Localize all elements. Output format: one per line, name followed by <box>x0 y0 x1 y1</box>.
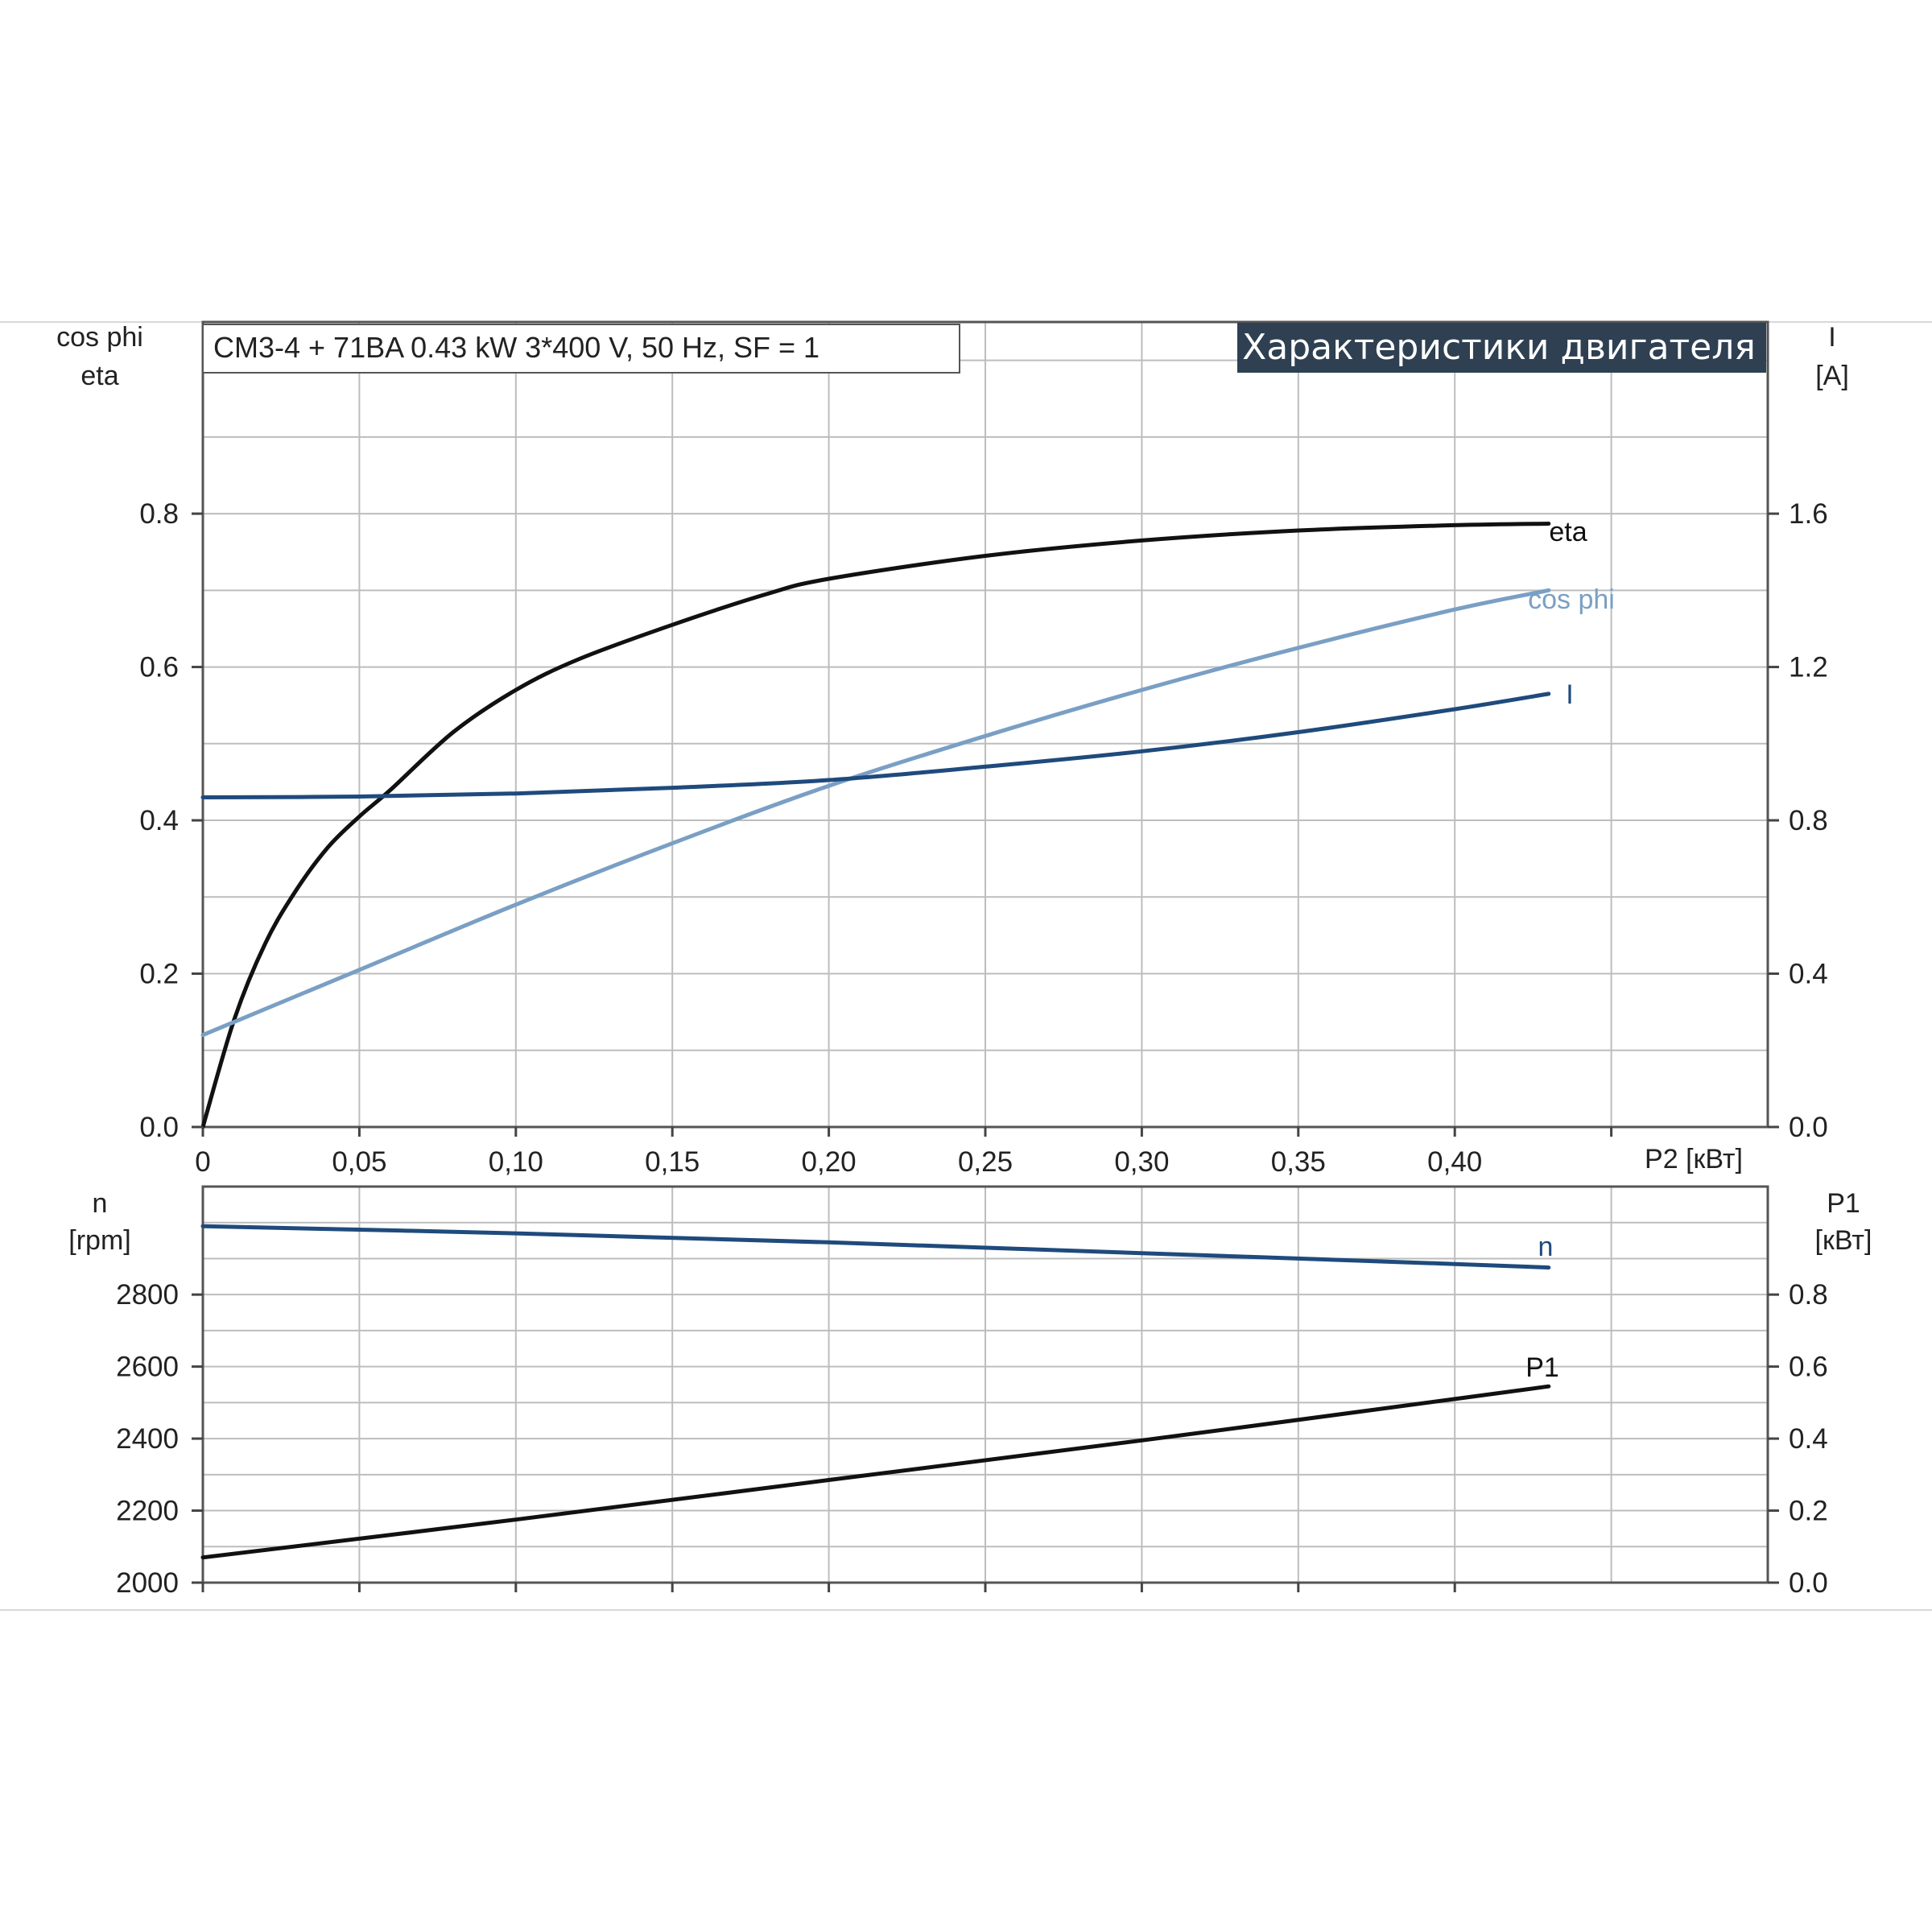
top-x-tick-label: 0,25 <box>958 1146 1013 1178</box>
x-axis-label: P2 [кВт] <box>1645 1144 1743 1174</box>
top-right-axis-label-line1: I <box>1828 322 1835 353</box>
top-x-tick-label: 0,40 <box>1427 1146 1482 1178</box>
chart-info-title: CM3-4 + 71BA 0.43 kW 3*400 V, 50 Hz, SF … <box>213 331 819 364</box>
top-right-tick-label: 0.8 <box>1789 805 1828 836</box>
bottom-right-tick-label: 0.6 <box>1789 1352 1828 1383</box>
top-x-tick-label: 0,20 <box>802 1146 857 1178</box>
top-left-tick-label: 0.8 <box>139 498 179 530</box>
top-left-tick-label: 0.2 <box>139 959 179 990</box>
bottom-right-tick-label: 0.4 <box>1789 1423 1828 1455</box>
top-right-tick-label: 0.0 <box>1789 1112 1828 1143</box>
series-label-eta: eta <box>1549 517 1587 547</box>
frame-layer <box>0 320 1932 1611</box>
top-x-tick-label: 0,05 <box>332 1146 386 1178</box>
series-label-speed: n <box>1538 1232 1554 1262</box>
bottom-left-axis-label-line1: n <box>93 1188 108 1219</box>
bottom-left-tick-label: 2000 <box>116 1567 179 1599</box>
series-label-p1: P1 <box>1525 1352 1559 1383</box>
top-x-tick-label: 0,30 <box>1114 1146 1169 1178</box>
top-left-tick-label: 0.0 <box>139 1112 179 1143</box>
top-x-tick-label: 0,10 <box>489 1146 543 1178</box>
bottom-right-tick-label: 0.2 <box>1789 1496 1828 1527</box>
grid-layer <box>203 322 1768 1583</box>
bottom-left-tick-label: 2400 <box>116 1423 179 1455</box>
series-layer <box>200 522 1551 1560</box>
tick-layer: 0.0 0.2 0.4 0.6 0.8 0.0 0.4 0.8 1.2 1.6 0 0,05 0,10 0… <box>116 498 1828 1599</box>
top-x-tick-label: 0,15 <box>645 1146 700 1178</box>
series-line-cosphi <box>200 588 1551 1038</box>
series-line-speed <box>200 1224 1551 1270</box>
top-right-tick-label: 1.6 <box>1789 498 1828 530</box>
top-left-tick-label: 0.4 <box>139 805 179 836</box>
series-line-current <box>200 691 1551 799</box>
top-left-axis-label-line2: eta <box>80 361 118 391</box>
chart-banner-title: Характеристики двигателя <box>1242 327 1756 368</box>
info-box <box>202 324 960 374</box>
bottom-right-axis-label-line1: P1 <box>1827 1188 1860 1219</box>
top-right-tick-label: 0.4 <box>1789 959 1828 990</box>
bottom-right-tick-label: 0.0 <box>1789 1567 1828 1599</box>
top-left-tick-label: 0.6 <box>139 652 179 683</box>
series-label-cosphi: cos phi <box>1528 584 1615 615</box>
series-line-p1 <box>200 1384 1551 1560</box>
bottom-left-tick-label: 2600 <box>116 1352 179 1383</box>
bottom-left-axis-label-line2: [rpm] <box>68 1225 130 1256</box>
bottom-left-tick-label: 2200 <box>116 1496 179 1527</box>
top-right-axis-label-line2: [A] <box>1815 361 1849 391</box>
series-line-eta <box>200 522 1551 1129</box>
top-x-tick-label: 0 <box>195 1146 210 1178</box>
banner-background <box>1237 323 1766 373</box>
bottom-right-axis-label-line2: [кВт] <box>1815 1225 1872 1256</box>
bottom-left-tick-label: 2800 <box>116 1279 179 1311</box>
bottom-right-tick-label: 0.8 <box>1789 1279 1828 1311</box>
series-label-current: I <box>1566 679 1573 710</box>
top-right-tick-label: 1.2 <box>1789 652 1828 683</box>
top-x-tick-label: 0,35 <box>1271 1146 1326 1178</box>
top-left-axis-label-line1: cos phi <box>56 322 143 353</box>
